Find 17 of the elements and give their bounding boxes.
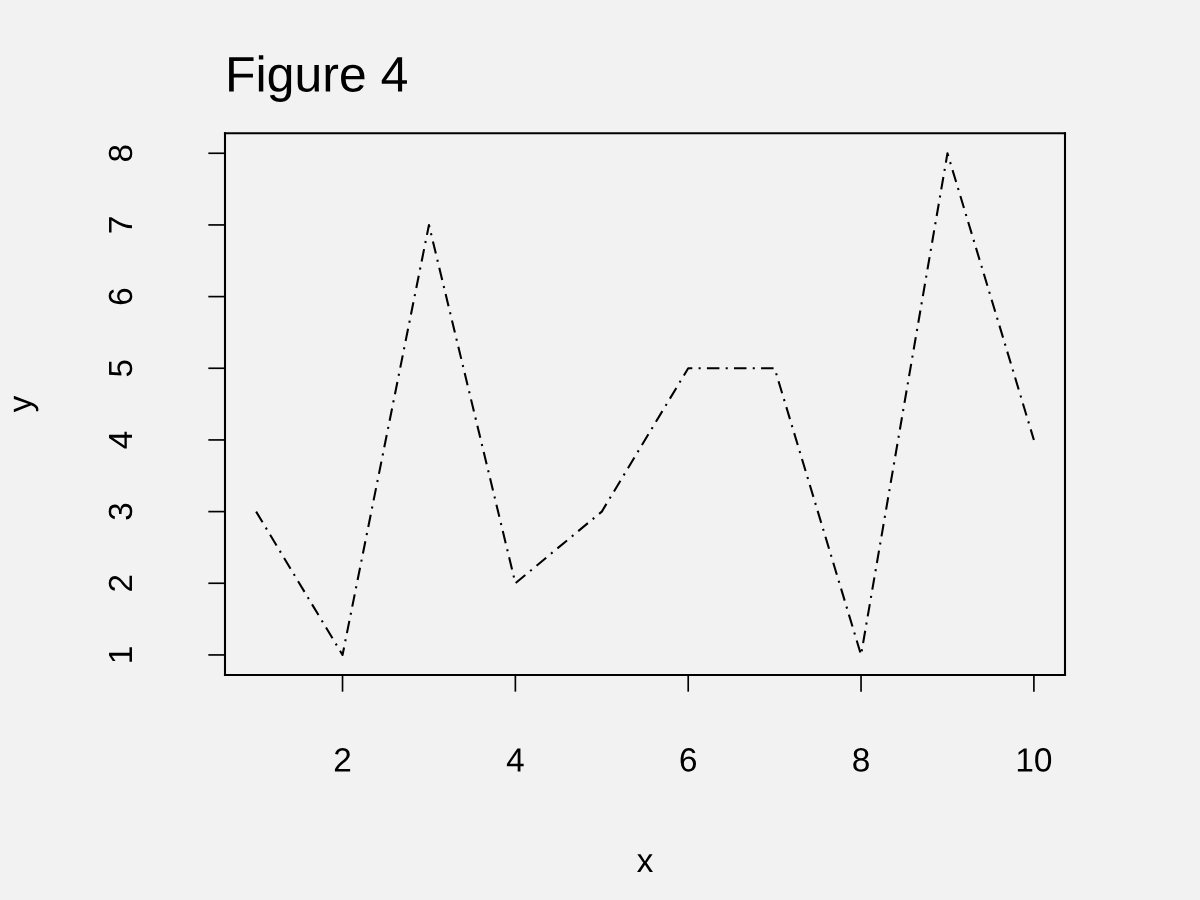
y-axis-title: y	[13, 395, 39, 413]
x-tick-label: 10	[1017, 748, 1052, 772]
y-tick-label: 1	[109, 647, 132, 662]
y-tick-label: 6	[108, 288, 133, 305]
y-tick-label: 2	[108, 575, 132, 591]
x-tick-label: 4	[506, 748, 524, 772]
x-axis-title: x	[637, 854, 653, 872]
line-series	[255, 152, 1035, 656]
y-tick-label: 4	[109, 431, 132, 449]
y-tick-label: 5	[109, 360, 133, 377]
x-tick-label: 2	[334, 748, 351, 772]
y-tick-label: 8	[108, 145, 133, 162]
y-tick-label: 7	[109, 217, 132, 233]
x-tick-label: 6	[680, 748, 697, 772]
y-tick-label: 3	[108, 503, 133, 520]
x-tick-label: 8	[853, 748, 869, 772]
chart-title: Figure 4	[229, 55, 407, 102]
